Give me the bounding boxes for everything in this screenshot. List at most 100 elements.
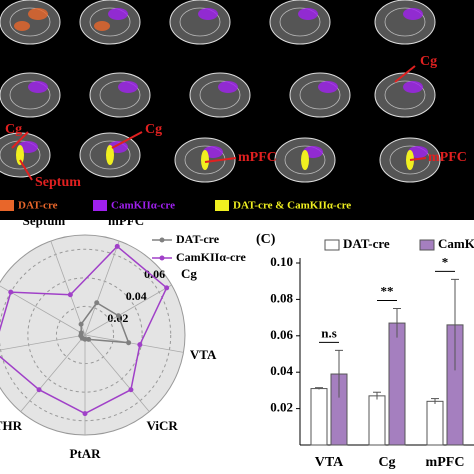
expression	[94, 21, 110, 31]
y-tick-label: 0.10	[270, 254, 293, 269]
r-tick-label: 0.06	[144, 267, 165, 281]
brain-slice	[0, 0, 61, 45]
legend-swatch	[324, 239, 340, 251]
grid-circle	[27, 277, 143, 393]
axis-label: mPFC	[108, 213, 144, 228]
expression	[201, 150, 209, 170]
brain-slice	[189, 72, 251, 118]
spoke	[84, 284, 172, 336]
bar	[310, 388, 328, 446]
arrow	[11, 131, 29, 149]
annotation: Cg	[420, 54, 437, 69]
arrow	[394, 65, 416, 83]
legend-label: DAT-cre & CamKIIα-cre	[233, 200, 351, 212]
expression	[403, 81, 423, 93]
arrow	[204, 157, 237, 163]
x-tick-label: Cg	[378, 455, 395, 470]
y-tick-label: 0.04	[270, 363, 293, 378]
y-tick-label: 0.02	[270, 400, 293, 415]
r-tick-label: 0.04	[126, 289, 147, 303]
axis-label: ViCR	[146, 418, 178, 433]
expression	[28, 81, 48, 93]
y-tick-label: 0.06	[270, 327, 293, 342]
radar-point	[36, 387, 42, 393]
brain-slice-inner	[89, 7, 131, 37]
brain-slice-inner	[9, 80, 51, 110]
radar-point	[8, 289, 14, 295]
spoke	[84, 334, 184, 353]
brain-slice-inner	[179, 7, 221, 37]
arrow	[111, 131, 143, 149]
x-tick-label: VTA	[315, 455, 344, 470]
brain-slice-inner	[384, 7, 426, 37]
brain-slice	[269, 0, 331, 45]
radar-point	[78, 321, 84, 327]
radar-point	[67, 292, 73, 298]
legend-swatch	[215, 200, 229, 211]
annotation: mPFC	[238, 150, 277, 165]
legend-marker	[159, 255, 165, 261]
legend-swatch	[419, 239, 435, 251]
axis-label: PtAR	[69, 446, 101, 461]
annotation: Cg	[5, 122, 22, 137]
brain-slice	[289, 72, 351, 118]
brain-slice-inner	[279, 7, 321, 37]
bar	[388, 322, 406, 446]
brain-slice-inner	[89, 140, 131, 170]
radar-point	[82, 411, 88, 417]
expression	[318, 81, 338, 93]
legend-label: DAT-cre	[176, 232, 220, 246]
brain-slice	[374, 72, 436, 118]
axis-label: Cg	[181, 266, 197, 281]
arrow	[19, 159, 33, 181]
expression	[298, 8, 318, 20]
expression	[28, 8, 48, 20]
legend-marker	[159, 237, 165, 243]
radar-bg	[0, 234, 186, 436]
annotation: Cg	[145, 122, 162, 137]
legend-swatch	[93, 200, 107, 211]
axis-label: Septum	[23, 213, 66, 228]
arrow	[409, 157, 427, 161]
expression	[403, 8, 423, 20]
expression	[218, 81, 238, 93]
axis-label: THR	[0, 418, 23, 433]
legend-label: DAT-cre	[18, 200, 58, 212]
spoke	[0, 334, 86, 351]
brain-slice-inner	[299, 80, 341, 110]
legend-swatch	[0, 200, 14, 211]
expression	[106, 145, 114, 165]
significance: *	[442, 254, 449, 269]
legend-label: CamKIIα-cre	[176, 250, 246, 264]
radar-line	[0, 245, 168, 415]
x-tick-label: mPFC	[426, 455, 465, 470]
radar-point	[137, 342, 143, 348]
brain-slice-inner	[389, 145, 431, 175]
annotation: mPFC	[428, 150, 467, 165]
bar	[368, 395, 386, 446]
expression	[118, 81, 138, 93]
radar-point	[115, 313, 121, 319]
y-tick-label: 0.08	[270, 290, 293, 305]
legend-label: DAT-cre	[343, 236, 390, 251]
spoke	[50, 240, 86, 336]
expression	[108, 8, 128, 20]
legend-label: CamKIIα-cre	[111, 200, 175, 212]
annotation: Septum	[35, 175, 81, 190]
brain-slice-inner	[284, 145, 326, 175]
panel-label: (C)	[256, 232, 276, 247]
brain-slice	[169, 0, 231, 45]
radar-point	[94, 300, 100, 306]
significance: **	[381, 283, 394, 298]
spoke	[84, 334, 150, 412]
radar-point	[86, 336, 92, 342]
expression	[16, 145, 24, 165]
brain-slice	[79, 0, 141, 45]
brain-slice-inner	[199, 80, 241, 110]
expression	[14, 21, 30, 31]
brain-slice-inner	[99, 80, 141, 110]
expression	[301, 150, 309, 170]
spoke	[20, 334, 86, 412]
brain-slice-inner	[9, 7, 51, 37]
